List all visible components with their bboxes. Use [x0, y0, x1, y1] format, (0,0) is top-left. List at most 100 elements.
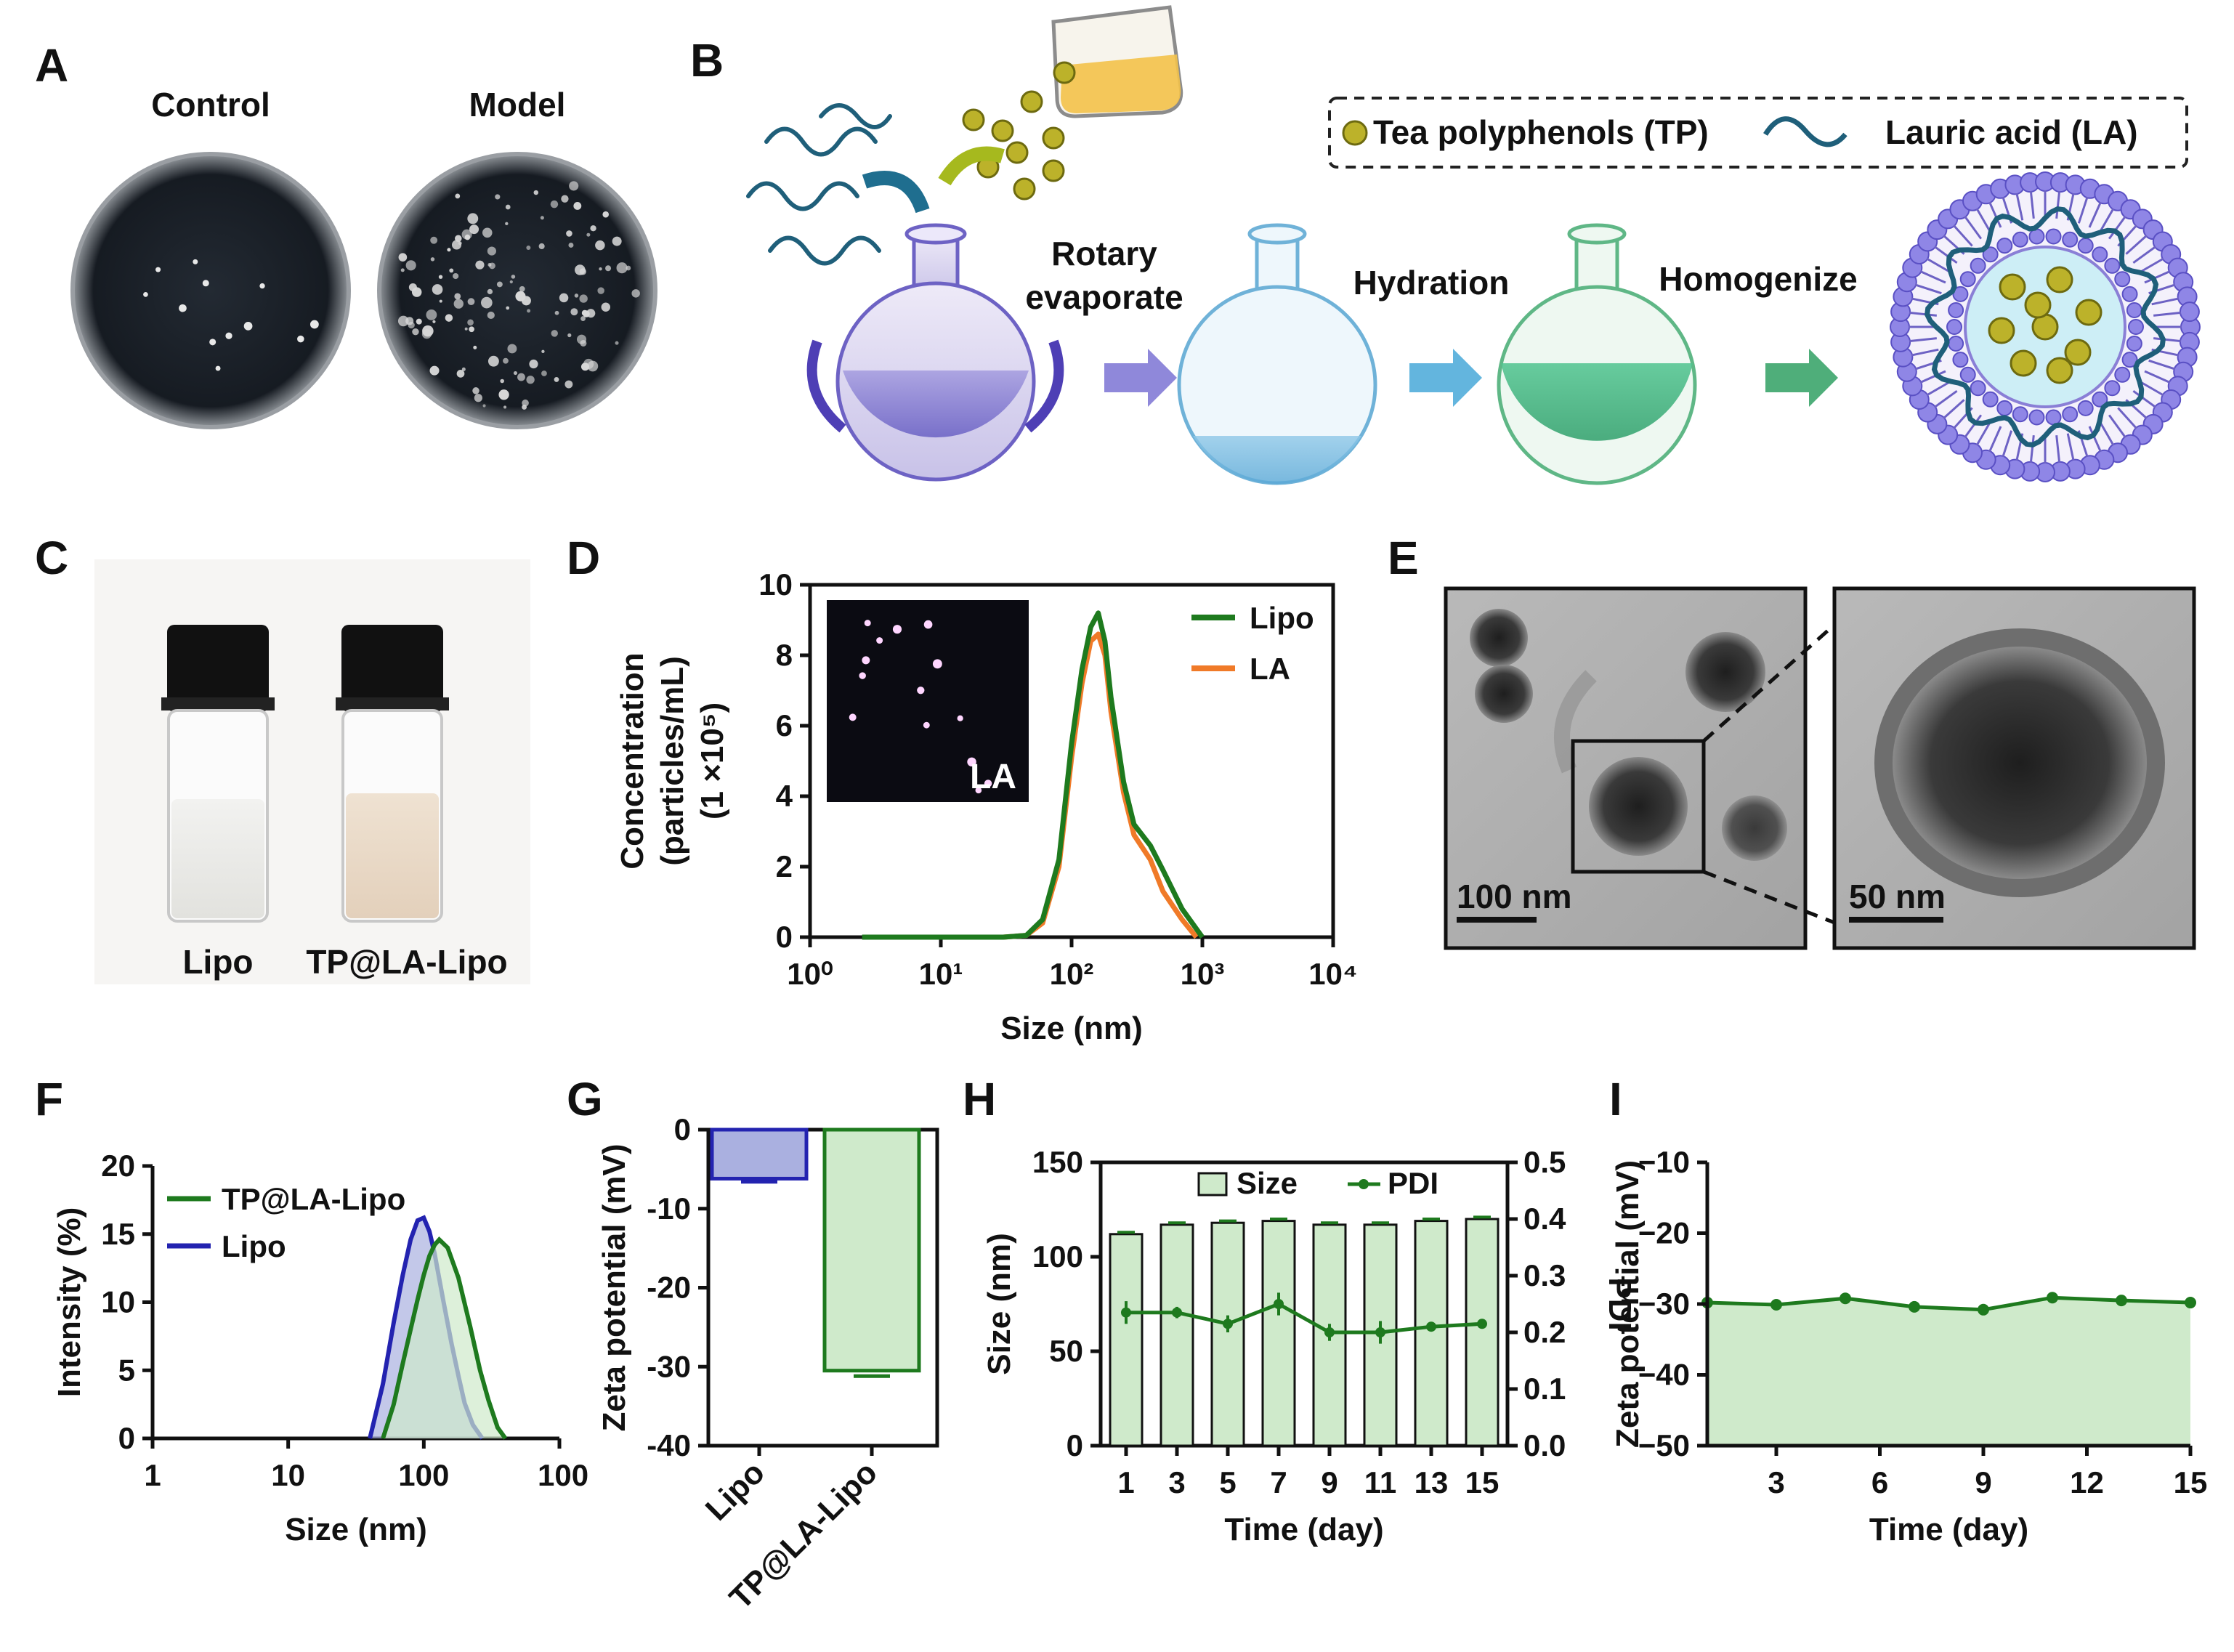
arrow-step-2 — [1409, 349, 1482, 407]
nta-inset-label: LA — [970, 758, 1016, 796]
tea-polyphenol — [2075, 299, 2103, 326]
x-tick-label: 9 — [1321, 1465, 1337, 1499]
colony — [580, 316, 586, 321]
bar — [1465, 1218, 1500, 1447]
petri-dish-control — [70, 152, 351, 429]
colony — [575, 264, 586, 275]
y-tick-label: 100 — [1032, 1239, 1083, 1274]
tem-particle — [1685, 632, 1765, 712]
y-tick-label: −30 — [1638, 1287, 1690, 1321]
colony — [561, 195, 569, 203]
zoom-line-bottom — [1703, 870, 1835, 925]
colony — [408, 283, 417, 291]
nta-particle — [849, 713, 857, 721]
nta-particle — [862, 656, 870, 665]
colony — [400, 268, 405, 272]
colony — [601, 302, 611, 312]
colony — [426, 309, 437, 320]
pdi-point — [1426, 1321, 1436, 1332]
panel-h: H 0 50 100 150 0.0 0.1 0.2 0.3 0.4 0.5 Size (nm) PD… — [963, 1073, 1638, 1547]
lipid-tail — [2132, 389, 2156, 408]
colony — [576, 334, 587, 344]
colony — [397, 315, 409, 327]
nta-particle — [984, 780, 992, 787]
colony — [567, 333, 572, 338]
colony — [297, 335, 304, 343]
lipid-tail — [2148, 359, 2176, 371]
tem-particle — [1470, 609, 1528, 667]
legend-label: Size — [1237, 1166, 1298, 1200]
pdi-point — [1324, 1327, 1335, 1337]
colony — [511, 275, 516, 279]
colony — [405, 260, 416, 271]
scalebar-50nm — [1849, 917, 1943, 923]
lipid-head — [2062, 406, 2079, 423]
lipid-tail — [2098, 208, 2115, 233]
bar — [822, 1127, 921, 1373]
lipid-head — [2045, 409, 2062, 426]
nta-particle — [892, 625, 902, 634]
colony — [487, 262, 492, 267]
lipid-head — [2128, 319, 2144, 335]
y-axis-label: Size (nm) — [982, 1233, 1017, 1375]
colony — [421, 329, 432, 339]
lipid-tail — [2077, 196, 2089, 224]
colony — [581, 309, 588, 316]
plate-label-control: Control — [151, 86, 270, 124]
colony — [243, 322, 253, 331]
lipid-tail — [2108, 414, 2126, 438]
colony — [574, 293, 579, 298]
vial-label-tp-la-lipo: TP@LA-Lipo — [306, 943, 507, 981]
nta-particle — [967, 757, 976, 767]
x-tick-label: 100 — [398, 1458, 449, 1492]
y2-tick-label: 0.2 — [1523, 1315, 1566, 1349]
x-tick-label: 13 — [1415, 1465, 1449, 1499]
lipid-head — [2012, 406, 2028, 423]
pdi-point — [1375, 1327, 1385, 1337]
pdi-line — [1126, 1302, 1483, 1335]
tem-particle — [1589, 757, 1688, 856]
lipid-head — [2179, 301, 2200, 323]
lipid-head — [2121, 352, 2138, 368]
y-axis-label: Zeta potential (mV) — [596, 1143, 632, 1431]
x-tick-label: 10¹ — [919, 957, 963, 991]
colony — [487, 288, 493, 295]
legend-label: Lipo — [222, 1229, 286, 1263]
tem-artifact — [1554, 670, 1597, 774]
x-tick-label: 7 — [1270, 1465, 1287, 1499]
flask-rotary — [806, 223, 1064, 482]
x-axis-label: Time (day) — [1224, 1512, 1383, 1547]
colony — [507, 344, 517, 354]
scalebar-label-50nm: 50 nm — [1849, 878, 1946, 915]
y2-tick-label: 0.0 — [1523, 1428, 1566, 1462]
pdi-point — [1121, 1307, 1131, 1318]
flask-homogenize — [1497, 223, 1697, 485]
legend-tp: Tea polyphenols (TP) — [1373, 113, 1709, 151]
nta-particle — [859, 672, 866, 679]
colony — [590, 225, 596, 232]
x-tick-label: Lipo — [699, 1454, 772, 1527]
lipid-tail — [2055, 435, 2061, 463]
colony — [569, 181, 579, 191]
photo-background — [94, 559, 530, 984]
x-tick-label: 1 — [144, 1458, 161, 1492]
pdi-point — [1274, 1299, 1284, 1309]
lipid-head — [2028, 409, 2045, 426]
y-tick-label: 5 — [118, 1353, 135, 1387]
colony — [503, 357, 509, 364]
y-tick-label: 10 — [758, 567, 793, 602]
y-tick-label: 0 — [674, 1112, 691, 1146]
colony — [179, 304, 187, 312]
y-tick-label: −40 — [1638, 1358, 1690, 1392]
lipid-tail — [1964, 414, 1983, 438]
panel-label-d: D — [567, 532, 600, 584]
colony — [464, 327, 468, 331]
nta-particle — [932, 659, 942, 669]
colony — [559, 293, 569, 303]
colony — [631, 289, 640, 298]
lipid-head — [1959, 366, 1976, 383]
tea-polyphenol — [1988, 317, 2015, 344]
y2-tick-label: 0.1 — [1523, 1372, 1566, 1406]
lipid-head — [2012, 231, 2028, 248]
legend-swatch-size — [1197, 1172, 1228, 1197]
